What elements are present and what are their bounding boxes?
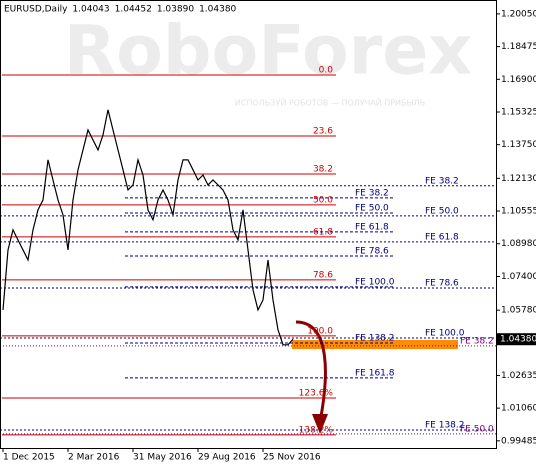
header-text: 1.04452 [115,5,152,15]
y-tick-label: 1.07400 [501,272,536,282]
y-tick-label: 1.10555 [501,207,536,217]
plot-frame [0,0,497,449]
fibo-label: 78.6 [313,270,333,280]
header-text: EURUSD,Daily [4,5,68,15]
fibo-label: FE 100.0 [425,328,465,338]
fibo-label: FE 50.0 [425,206,459,216]
fibo-label: FE 38.2 [355,188,389,198]
y-tick-label: 0.99485 [501,436,536,446]
price-line [2,109,294,346]
header-text: 1.04043 [72,5,109,15]
x-tick-label: 29 Aug 2016 [198,453,256,463]
fibo-label: FE 161.8 [355,368,395,378]
fibo-label: FE 100.0 [355,277,395,287]
fibo-label: FE 38.2 [425,176,459,186]
fibo-label: 23.6 [313,126,333,136]
watermark-subtitle: ИСПОЛЬЗУЙ РОБОТОВ — ПОЛУЧАЙ ПРИБЫЛЬ [235,97,425,108]
y-tick-label: 1.15325 [501,108,536,118]
fibo-label: 50.0 [313,195,333,205]
fibo-label: 123.6% [299,388,334,398]
y-tick-label: 1.20050 [501,9,536,19]
y-tick-label: 1.16900 [501,75,536,85]
y-tick-label: 1.05780 [501,306,536,316]
fibo-label: 0.0 [319,65,334,75]
y-tick-label: 1.12130 [501,174,536,184]
header-text: 1.04380 [199,5,236,15]
x-tick-label: 2 Mar 2016 [68,453,120,463]
fibo-label: FE 138.2 [425,420,465,430]
fibo-label: FE 61.8 [355,222,389,232]
y-tick-label: 1.08980 [501,239,536,249]
fibo-label: 38.2 [313,164,333,174]
target-zone [292,340,458,349]
last-price-box [497,333,536,346]
fibo-label: 61.8 [313,227,333,237]
watermark-title: RoboForex [64,12,472,91]
fibo-label: FE 38.2 [460,336,494,346]
y-tick-label: 1.13750 [501,140,536,150]
last-price-label: 1.04380 [500,335,536,345]
y-tick-label: 1.01060 [501,404,536,414]
fibo-label: FE 78.6 [425,278,459,288]
fibo-label: FE 78.6 [355,246,389,256]
forecast-arrowhead [312,414,328,434]
x-tick-label: 1 Dec 2015 [3,453,55,463]
y-tick-label: 1.18475 [501,42,536,52]
header-text: 1.03890 [157,5,194,15]
y-tick-label: 1.02635 [501,371,536,381]
forecast-arrow [295,320,327,423]
x-tick-label: 25 Nov 2016 [263,453,321,463]
fibo-label: FE 50.0 [355,203,389,213]
fibo-label: 100.0 [307,326,333,336]
fibo-label: FE 61.8 [425,232,459,242]
x-tick-label: 31 May 2016 [133,453,192,463]
fibo-label: FE 138.2 [355,333,395,343]
fibo-label: FE 50.0 [460,424,494,434]
